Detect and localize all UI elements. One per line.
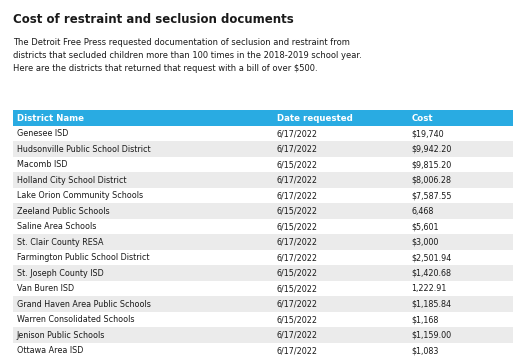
Text: Date requested: Date requested bbox=[277, 114, 352, 123]
Bar bbox=[273, 235, 408, 250]
Bar bbox=[13, 312, 273, 327]
Bar bbox=[408, 235, 513, 250]
Text: 6/15/2022: 6/15/2022 bbox=[277, 284, 318, 293]
Bar bbox=[273, 281, 408, 296]
Text: 6/17/2022: 6/17/2022 bbox=[277, 191, 318, 200]
Text: $5,601: $5,601 bbox=[412, 222, 439, 231]
Bar bbox=[273, 296, 408, 312]
Bar bbox=[273, 172, 408, 188]
Text: Hudsonville Public School District: Hudsonville Public School District bbox=[17, 145, 150, 153]
Text: Warren Consolidated Schools: Warren Consolidated Schools bbox=[17, 315, 134, 324]
Bar bbox=[408, 126, 513, 142]
Bar bbox=[13, 235, 273, 250]
Bar bbox=[408, 142, 513, 157]
Text: 6/17/2022: 6/17/2022 bbox=[277, 346, 318, 355]
Bar bbox=[408, 265, 513, 281]
Bar bbox=[408, 157, 513, 172]
Bar bbox=[13, 296, 273, 312]
Bar bbox=[408, 203, 513, 219]
Bar bbox=[13, 265, 273, 281]
Text: 6/15/2022: 6/15/2022 bbox=[277, 315, 318, 324]
Bar bbox=[408, 296, 513, 312]
Bar bbox=[13, 327, 273, 343]
Text: The Detroit Free Press requested documentation of seclusion and restraint from
d: The Detroit Free Press requested documen… bbox=[13, 38, 362, 73]
Bar bbox=[408, 312, 513, 327]
Text: $7,587.55: $7,587.55 bbox=[412, 191, 452, 200]
Bar bbox=[13, 142, 273, 157]
Text: Ottawa Area ISD: Ottawa Area ISD bbox=[17, 346, 83, 355]
Bar bbox=[273, 203, 408, 219]
Text: Grand Haven Area Public Schools: Grand Haven Area Public Schools bbox=[17, 300, 151, 309]
Bar bbox=[13, 110, 273, 126]
Text: 6/17/2022: 6/17/2022 bbox=[277, 253, 318, 262]
Bar bbox=[273, 312, 408, 327]
Bar bbox=[273, 265, 408, 281]
Text: Jenison Public Schools: Jenison Public Schools bbox=[17, 331, 105, 340]
Text: 6/17/2022: 6/17/2022 bbox=[277, 300, 318, 309]
Text: $1,420.68: $1,420.68 bbox=[412, 269, 452, 278]
Bar bbox=[408, 188, 513, 203]
Bar bbox=[273, 142, 408, 157]
Bar bbox=[13, 126, 273, 142]
Text: $8,006.28: $8,006.28 bbox=[412, 176, 452, 185]
Text: $1,159.00: $1,159.00 bbox=[412, 331, 452, 340]
Bar bbox=[13, 250, 273, 265]
Text: $3,000: $3,000 bbox=[412, 237, 439, 247]
Bar bbox=[408, 327, 513, 343]
Bar bbox=[273, 250, 408, 265]
Bar bbox=[13, 203, 273, 219]
Text: District Name: District Name bbox=[17, 114, 84, 123]
Text: Farmington Public School District: Farmington Public School District bbox=[17, 253, 149, 262]
Bar bbox=[273, 343, 408, 358]
Text: 6,468: 6,468 bbox=[412, 207, 434, 216]
Bar bbox=[408, 110, 513, 126]
Bar bbox=[273, 110, 408, 126]
Text: $9,942.20: $9,942.20 bbox=[412, 145, 452, 153]
Text: $9,815.20: $9,815.20 bbox=[412, 160, 452, 169]
Text: Van Buren ISD: Van Buren ISD bbox=[17, 284, 74, 293]
Text: 6/15/2022: 6/15/2022 bbox=[277, 160, 318, 169]
Bar bbox=[13, 281, 273, 296]
Bar bbox=[408, 219, 513, 235]
Bar bbox=[408, 250, 513, 265]
Text: $1,185.84: $1,185.84 bbox=[412, 300, 452, 309]
Text: 6/17/2022: 6/17/2022 bbox=[277, 237, 318, 247]
Bar bbox=[273, 126, 408, 142]
Text: 6/15/2022: 6/15/2022 bbox=[277, 269, 318, 278]
Text: 6/17/2022: 6/17/2022 bbox=[277, 176, 318, 185]
Text: $1,083: $1,083 bbox=[412, 346, 439, 355]
Bar bbox=[408, 172, 513, 188]
Text: Lake Orion Community Schools: Lake Orion Community Schools bbox=[17, 191, 143, 200]
Text: St. Clair County RESA: St. Clair County RESA bbox=[17, 237, 103, 247]
Bar bbox=[273, 327, 408, 343]
Bar bbox=[273, 157, 408, 172]
Text: 6/17/2022: 6/17/2022 bbox=[277, 331, 318, 340]
Bar bbox=[408, 343, 513, 358]
Bar bbox=[13, 219, 273, 235]
Bar bbox=[408, 281, 513, 296]
Text: 1,222.91: 1,222.91 bbox=[412, 284, 447, 293]
Bar bbox=[13, 343, 273, 358]
Text: Holland City School District: Holland City School District bbox=[17, 176, 126, 185]
Text: $2,501.94: $2,501.94 bbox=[412, 253, 452, 262]
Bar bbox=[273, 219, 408, 235]
Text: Macomb ISD: Macomb ISD bbox=[17, 160, 67, 169]
Bar bbox=[13, 157, 273, 172]
Text: St. Joseph County ISD: St. Joseph County ISD bbox=[17, 269, 104, 278]
Text: Genesee ISD: Genesee ISD bbox=[17, 129, 68, 138]
Bar bbox=[13, 188, 273, 203]
Text: 6/15/2022: 6/15/2022 bbox=[277, 222, 318, 231]
Text: Saline Area Schools: Saline Area Schools bbox=[17, 222, 96, 231]
Bar bbox=[13, 172, 273, 188]
Text: Cost: Cost bbox=[412, 114, 433, 123]
Bar bbox=[273, 188, 408, 203]
Text: Cost of restraint and seclusion documents: Cost of restraint and seclusion document… bbox=[13, 13, 294, 26]
Text: 6/17/2022: 6/17/2022 bbox=[277, 129, 318, 138]
Text: Zeeland Public Schools: Zeeland Public Schools bbox=[17, 207, 109, 216]
Text: 6/17/2022: 6/17/2022 bbox=[277, 145, 318, 153]
Text: $19,740: $19,740 bbox=[412, 129, 444, 138]
Text: 6/15/2022: 6/15/2022 bbox=[277, 207, 318, 216]
Text: $1,168: $1,168 bbox=[412, 315, 439, 324]
